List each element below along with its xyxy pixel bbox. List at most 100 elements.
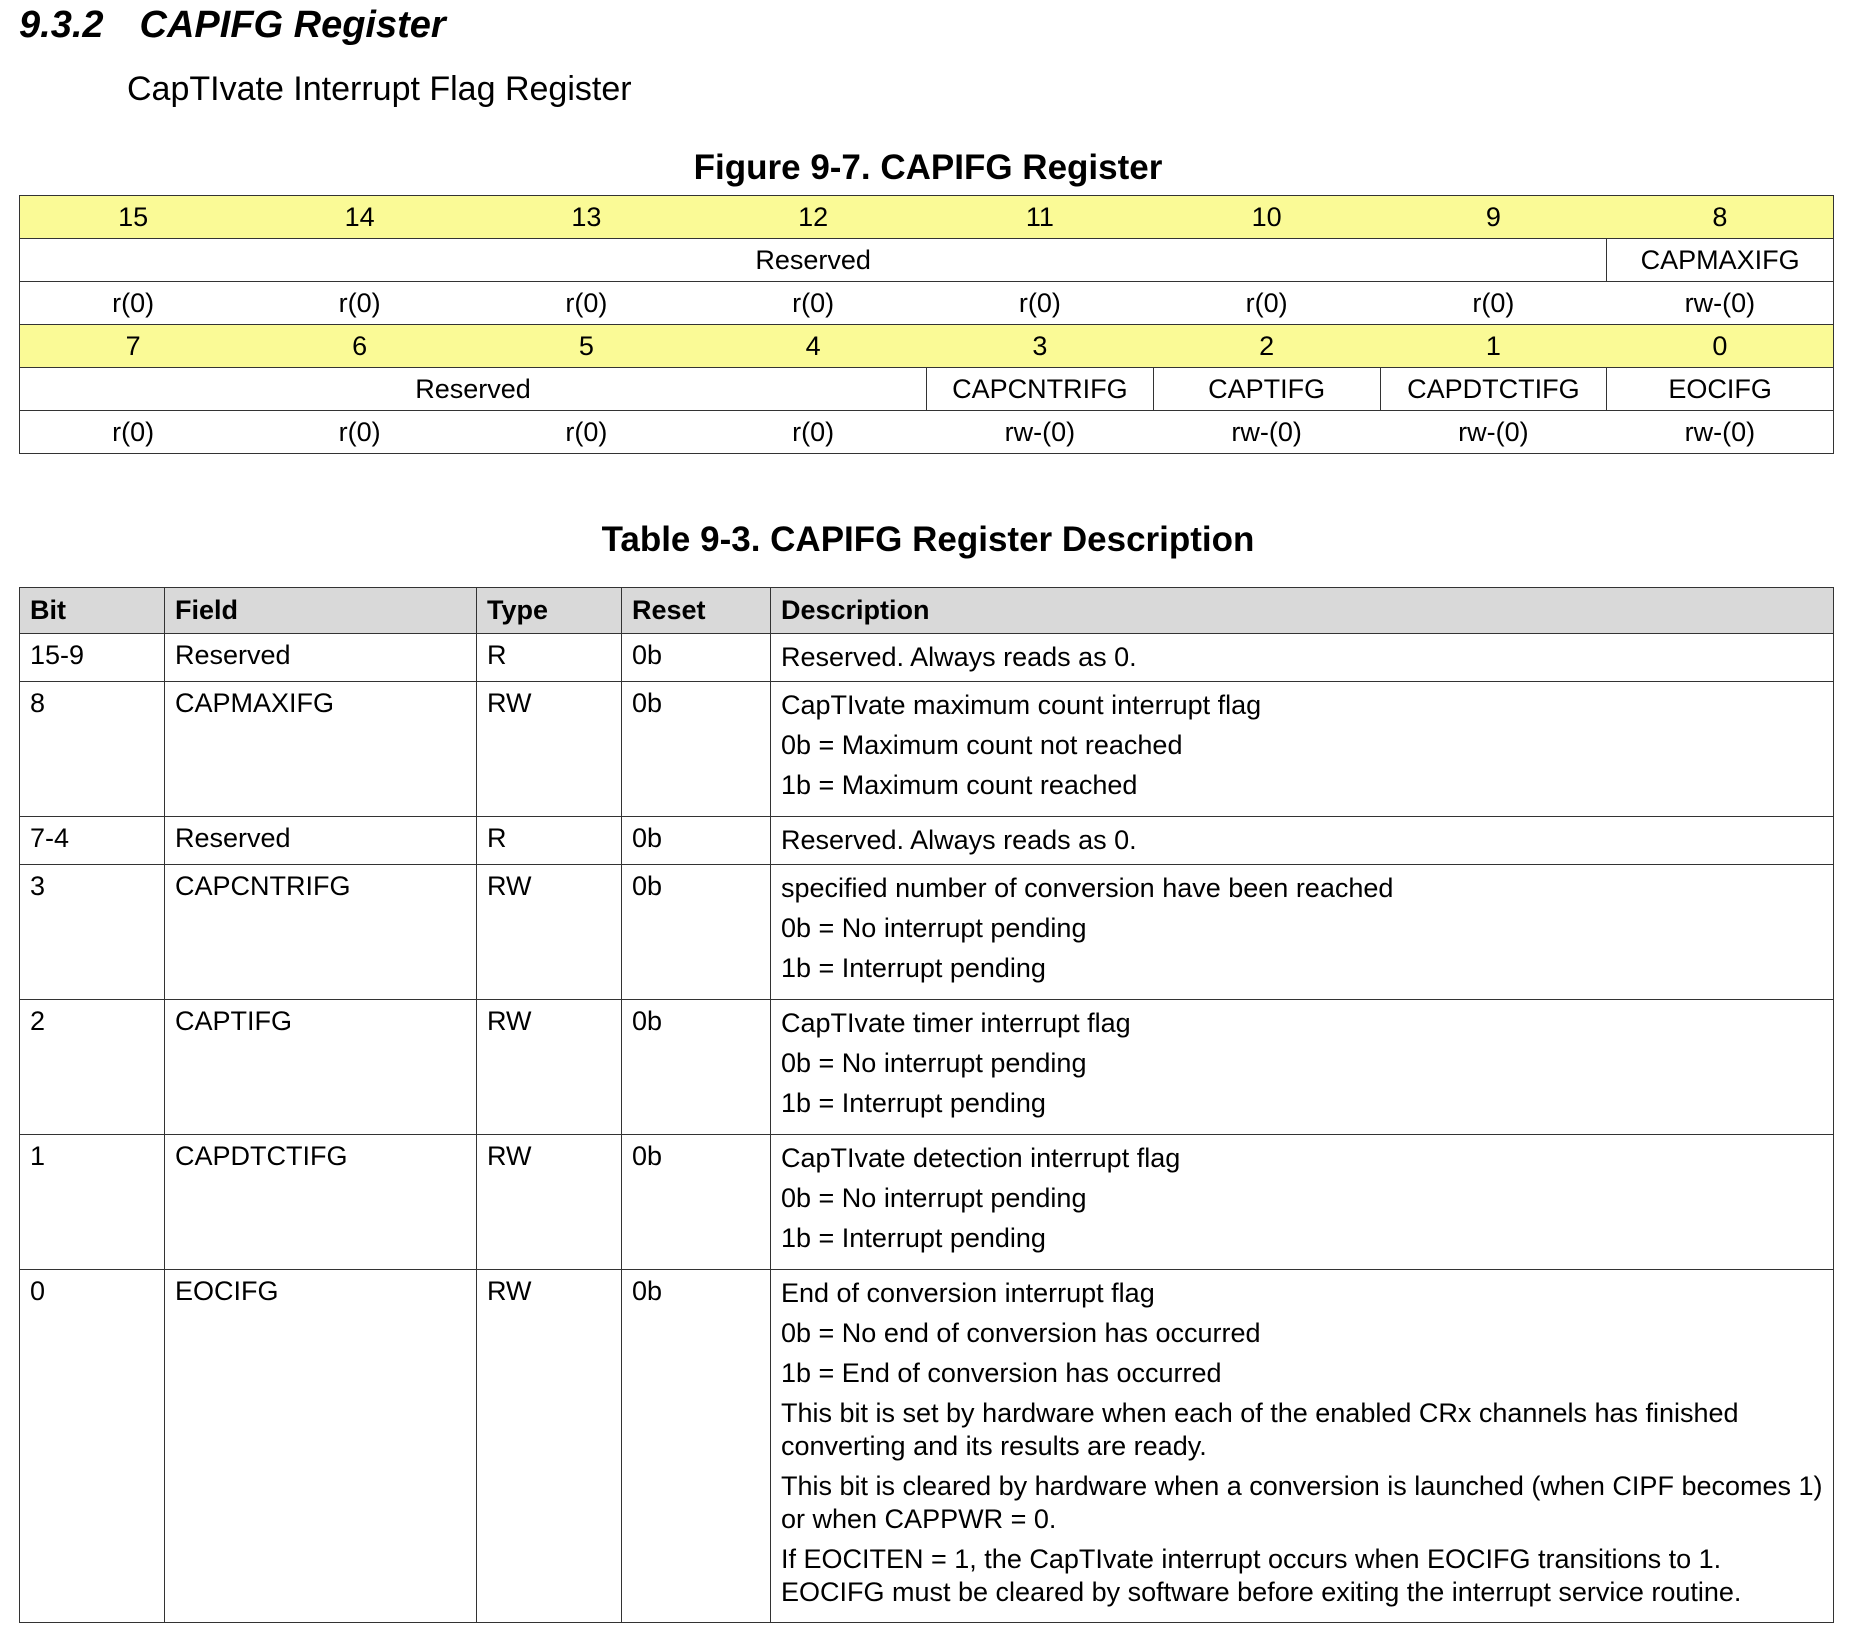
description-line: If EOCITEN = 1, the CapTIvate interrupt …: [781, 1544, 1742, 1607]
header-cell: Reset: [621, 587, 771, 634]
access-type: rw-(0): [926, 410, 1154, 454]
table-cell: RW: [476, 999, 622, 1135]
table-cell: RW: [476, 1269, 622, 1623]
access-type: r(0): [246, 410, 473, 454]
table-cell: Reserved: [164, 633, 477, 682]
access-type: r(0): [699, 410, 927, 454]
description-line: CapTIvate maximum count interrupt flag: [781, 690, 1262, 720]
table-cell: 0b: [621, 999, 771, 1135]
description-line: CapTIvate timer interrupt flag: [781, 1008, 1131, 1038]
description-line: specified number of conversion have been…: [781, 873, 1394, 903]
description-line: 1b = Interrupt pending: [781, 1223, 1046, 1253]
field-name: CAPMAXIFG: [1606, 238, 1834, 282]
table-row: 0 EOCIFG RW 0b End of conversion interrupt f…: [19, 1269, 1834, 1623]
access-type: r(0): [473, 281, 700, 325]
table-cell: R: [476, 633, 622, 682]
description-line: 1b = Maximum count reached: [781, 770, 1138, 800]
table-cell: RW: [476, 864, 622, 1000]
table-cell: RW: [476, 681, 622, 817]
access-type: r(0): [19, 410, 247, 454]
bit-number: 13: [473, 195, 700, 239]
description-cell: Reserved. Always reads as 0.: [770, 633, 1834, 682]
table-cell: R: [476, 816, 622, 865]
description-cell: specified number of conversion have been…: [770, 864, 1834, 1000]
access-type: r(0): [1153, 281, 1380, 325]
table-cell: 0b: [621, 816, 771, 865]
access-row: r(0) r(0) r(0) r(0) r(0) r(0) r(0) rw-(0): [19, 281, 1834, 325]
bit-number: 7: [19, 324, 247, 368]
access-type: r(0): [19, 281, 247, 325]
table-cell: 15-9: [19, 633, 165, 682]
section-number: 9.3.2: [19, 4, 104, 46]
description-table: Bit Field Type Reset Description 15-9 Reserved…: [19, 587, 1834, 1623]
table-cell: 2: [19, 999, 165, 1135]
table-row: 2 CAPTIFG RW 0b CapTIvate timer interrupt fl…: [19, 999, 1834, 1135]
bit-number: 4: [699, 324, 927, 368]
access-type: r(0): [926, 281, 1154, 325]
table-cell: 3: [19, 864, 165, 1000]
description-line: Reserved. Always reads as 0.: [781, 825, 1137, 855]
bit-number: 6: [246, 324, 473, 368]
access-type: rw-(0): [1606, 410, 1834, 454]
description-cell: End of conversion interrupt flag 0b = No …: [770, 1269, 1834, 1623]
bit-number: 15: [19, 195, 247, 239]
field-name: EOCIFG: [1606, 367, 1834, 411]
bit-number: 8: [1606, 195, 1834, 239]
description-line: This bit is cleared by hardware when a c…: [781, 1471, 1823, 1534]
table-cell: RW: [476, 1134, 622, 1270]
header-cell: Field: [164, 587, 477, 634]
access-type: r(0): [699, 281, 927, 325]
table-cell: 0b: [621, 1134, 771, 1270]
bit-number: 0: [1606, 324, 1834, 368]
bit-number: 10: [1153, 195, 1380, 239]
table-row: 3 CAPCNTRIFG RW 0b specified number of conve…: [19, 864, 1834, 1000]
table-row: 15-9 Reserved R 0b Reserved. Always reads as…: [19, 633, 1834, 682]
field-name: CAPCNTRIFG: [926, 367, 1154, 411]
access-type: rw-(0): [1606, 281, 1834, 325]
bit-number: 9: [1380, 195, 1607, 239]
table-cell: 0b: [621, 1269, 771, 1623]
description-line: This bit is set by hardware when each of…: [781, 1398, 1739, 1461]
field-row: Reserved CAPCNTRIFG CAPTIFG CAPDTCTIFG EOCIF…: [19, 367, 1834, 411]
access-row: r(0) r(0) r(0) r(0) rw-(0) rw-(0) rw-(0) rw-(0): [19, 410, 1834, 454]
table-row: 7-4 Reserved R 0b Reserved. Always reads as …: [19, 816, 1834, 865]
table-row: 1 CAPDTCTIFG RW 0b CapTIvate detection inter…: [19, 1134, 1834, 1270]
access-type: r(0): [1380, 281, 1607, 325]
description-cell: CapTIvate detection interrupt flag 0b = N…: [770, 1134, 1834, 1270]
field-row: Reserved CAPMAXIFG: [18, 238, 1834, 282]
access-type: rw-(0): [1153, 410, 1380, 454]
bit-number: 5: [473, 324, 700, 368]
description-line: 0b = No interrupt pending: [781, 1183, 1087, 1213]
table-cell: 1: [19, 1134, 165, 1270]
bit-number: 14: [246, 195, 473, 239]
description-line: 1b = Interrupt pending: [781, 1088, 1046, 1118]
header-cell: Description: [770, 587, 1834, 634]
table-cell: Reserved: [164, 816, 477, 865]
bit-number: 1: [1380, 324, 1607, 368]
access-type: r(0): [246, 281, 473, 325]
table-cell: 7-4: [19, 816, 165, 865]
description-line: 0b = Maximum count not reached: [781, 730, 1183, 760]
access-type: r(0): [473, 410, 700, 454]
description-line: CapTIvate detection interrupt flag: [781, 1143, 1181, 1173]
description-line: End of conversion interrupt flag: [781, 1278, 1155, 1308]
description-cell: CapTIvate timer interrupt flag 0b = No in…: [770, 999, 1834, 1135]
table-cell: EOCIFG: [164, 1269, 477, 1623]
table-cell: 8: [19, 681, 165, 817]
subtitle: CapTIvate Interrupt Flag Register: [127, 70, 632, 108]
description-cell: CapTIvate maximum count interrupt flag 0b…: [770, 681, 1834, 817]
table-title: Table 9-3. CAPIFG Register Description: [601, 520, 1255, 559]
description-line: 1b = End of conversion has occurred: [781, 1358, 1222, 1388]
table-cell: 0b: [621, 864, 771, 1000]
figure-title: Figure 9-7. CAPIFG Register: [693, 148, 1163, 187]
bit-row: 15 14 13 12 11 10 9 8: [19, 195, 1834, 239]
table-cell: 0b: [621, 681, 771, 817]
bit-number: 11: [926, 195, 1154, 239]
register-figure: 15 14 13 12 11 10 9 8 Reserved CAPMAXIFG r(0) r(0) r…: [18, 195, 1834, 454]
section-title: CAPIFG Register: [139, 4, 446, 46]
table-cell: CAPTIFG: [164, 999, 477, 1135]
description-line: Reserved. Always reads as 0.: [781, 642, 1137, 672]
header-cell: Bit: [19, 587, 165, 634]
